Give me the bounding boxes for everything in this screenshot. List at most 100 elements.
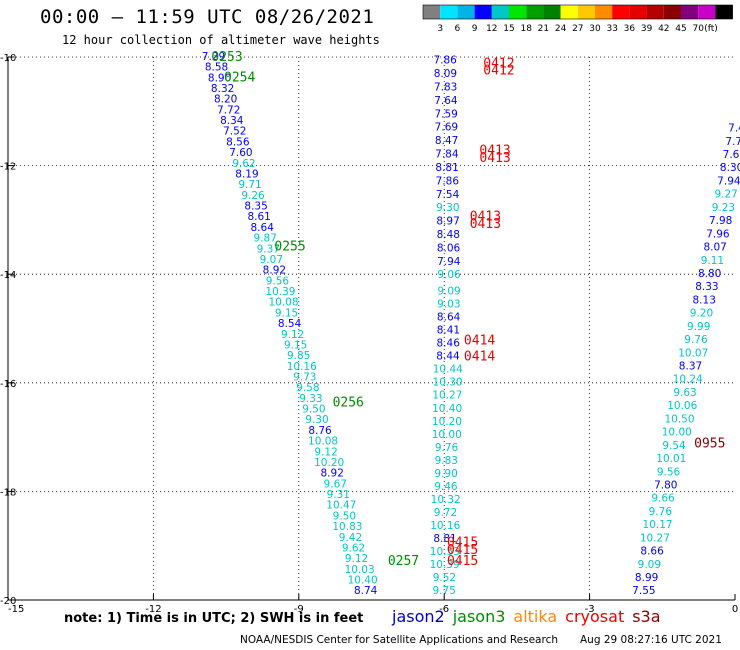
legend-swatch [526,5,544,19]
wave-height-label: 9.12 [345,553,368,565]
wave-height-label: 7.55 [632,585,655,597]
wave-height-label: 8.19 [235,168,258,180]
wave-height-label: 9.75 [433,585,456,597]
wave-height-label: 8.33 [695,281,718,293]
wave-height-label: 10.07 [678,347,708,359]
wave-height-label: 9.06 [437,269,461,281]
wave-height-label: 8.81 [433,533,456,545]
pass-number-label: 0415 [447,543,478,558]
wave-height-label: 10.40 [432,403,462,415]
wave-height-label: 10.50 [664,413,694,425]
legend-bin-label: 33 [606,24,617,34]
wave-height-label: 9.50 [333,510,356,522]
wave-height-label: 10.03 [345,564,375,576]
legend-swatch [440,5,458,19]
wave-height-label: 7.69 [435,122,458,134]
pass-number-label: 0412 [483,56,514,71]
wave-height-label: 10.16 [287,361,317,373]
x-tick-label: -3 [585,604,595,615]
wave-height-label: 10.27 [432,390,462,402]
wave-height-label: 7.54 [436,189,460,201]
wave-height-label: 9.56 [657,466,681,478]
pass-number-label: 0415 [447,554,478,569]
mission-jason3-label: jason3 [452,607,506,626]
legend-swatch [491,5,509,19]
legend-frame [422,4,733,20]
wave-height-label: 7.52 [223,126,246,138]
legend-bin-label: 15 [503,24,514,34]
wave-height-label: 9.99 [687,321,710,333]
wave-height-label: 7.96 [706,228,730,240]
wave-height-label: 9.33 [299,393,322,405]
y-tick-label: -10 [0,53,16,64]
wave-height-label: 10.24 [673,374,703,386]
legend-bin-label: 21 [538,24,549,34]
wave-height-label: 9.15 [275,307,298,319]
mission-s3a-label: s3a [632,607,661,626]
wave-height-label: 8.64 [251,222,275,234]
wave-height-label: 8.41 [437,325,460,337]
wave-height-label: 9.90 [434,468,457,480]
wave-height-label: 8.30 [720,162,740,174]
wave-height-label: 10.30 [433,377,463,389]
x-tick-label: -6 [439,604,449,615]
legend-swatch [577,5,595,19]
wave-height-label: 7.59 [434,108,457,120]
wave-height-label: 9.20 [690,308,713,320]
mission-cryosat-label: cryosat [565,607,625,626]
wave-height-label: 9.37 [257,243,280,255]
pass-number-label: 0414 [464,333,495,348]
wave-height-label: 8.13 [693,294,716,306]
pass-number-label: 0415 [447,535,478,550]
pass-number-label: 0413 [479,151,510,166]
wave-height-label: 9.07 [260,254,283,266]
legend-bin-label: 12 [486,24,497,34]
pass-number-label: 0412 [483,63,514,78]
legend-bin-label: 70 [692,24,704,34]
wave-height-label: 10.01 [656,453,686,465]
wave-height-label: 10.06 [667,400,697,412]
wave-height-label: 7.40 [728,123,740,135]
plot-axes: -15 -12 -9 -6 -3 0 -10 -12 -14 -16 -18 -20 [0,53,738,615]
wave-height-label: 10.17 [643,519,673,531]
wave-height-label: 10.83 [332,521,362,533]
legend-bin-label: 6 [455,24,461,34]
wave-height-label: 8.37 [679,361,702,373]
x-tick-label: -9 [294,604,304,615]
legend-swatch [715,5,733,19]
x-tick-label: -12 [145,604,161,615]
y-tick-label: -12 [0,162,16,173]
wave-height-label: 9.66 [651,493,675,505]
wave-height-label: 9.31 [327,489,350,501]
wave-height-label: 9.72 [434,507,457,519]
y-tick-label: -14 [0,270,16,281]
legend-swatch [612,5,630,19]
wave-height-label: 10.44 [433,364,463,376]
wave-height-label: 9.27 [714,189,737,201]
legend-swatch [474,5,492,19]
wave-height-label: 7.94 [437,256,461,268]
legend-swatch [560,5,578,19]
wave-height-label: 8.76 [308,425,332,437]
wave-height-label: 7.84 [435,149,459,161]
wave-height-label: 9.23 [712,202,735,214]
chart-subtitle: 12 hour collection of altimeter wave hei… [62,33,380,47]
wave-height-label: 8.34 [220,115,244,127]
wave-height-label: 8.81 [435,162,458,174]
wave-height-label: 7.74 [725,136,740,148]
wave-height-label: 9.46 [434,481,458,493]
pass-number-label: 0257 [388,554,419,569]
y-tick-label: -20 [0,596,16,607]
wave-height-label: 9.56 [266,275,290,287]
pass-number-label: 0413 [470,210,501,225]
wave-height-label: 8.20 [214,94,237,106]
wave-height-label: 7.86 [436,175,460,187]
legend-swatch [423,5,441,19]
wave-height-label: 9.71 [238,179,261,191]
wave-height-label: 7.60 [229,147,252,159]
chart-title: 00:00 – 11:59 UTC 08/26/2021 [40,6,375,28]
legend-bin-label: 9 [472,24,478,34]
wave-height-label: 9.63 [673,387,696,399]
wave-height-label: 7.98 [709,215,732,227]
wave-height-label: 9.30 [436,202,459,214]
